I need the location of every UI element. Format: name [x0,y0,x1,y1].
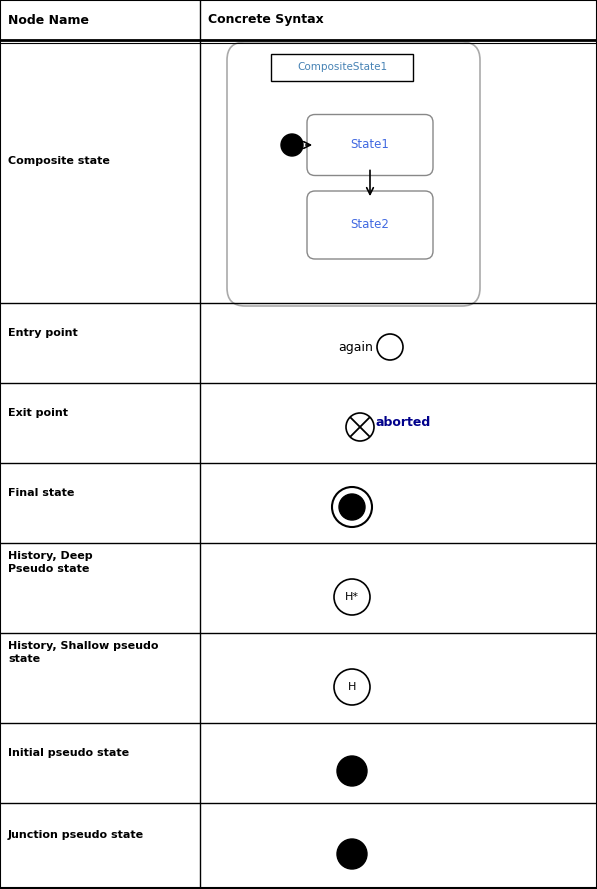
FancyBboxPatch shape [307,115,433,175]
Text: H: H [348,682,356,692]
Text: Initial pseudo state: Initial pseudo state [8,748,129,758]
Text: Final state: Final state [8,488,75,498]
Text: Entry point: Entry point [8,328,78,338]
Ellipse shape [332,487,372,527]
Ellipse shape [337,839,367,869]
Text: Junction pseudo state: Junction pseudo state [8,830,144,840]
Ellipse shape [334,669,370,705]
Text: Composite state: Composite state [8,156,110,166]
Ellipse shape [334,579,370,615]
Ellipse shape [281,134,303,156]
FancyBboxPatch shape [271,54,413,81]
Ellipse shape [377,334,403,360]
Text: Exit point: Exit point [8,408,68,418]
Text: History, Deep
Pseudo state: History, Deep Pseudo state [8,551,93,574]
Text: aborted: aborted [376,417,431,429]
Text: State1: State1 [350,139,389,151]
Text: Concrete Syntax: Concrete Syntax [208,13,324,27]
Ellipse shape [339,494,365,520]
Ellipse shape [346,413,374,441]
FancyBboxPatch shape [227,42,480,306]
Text: State2: State2 [350,219,389,231]
Ellipse shape [337,756,367,786]
Text: CompositeState1: CompositeState1 [297,62,387,73]
FancyBboxPatch shape [307,191,433,259]
Text: History, Shallow pseudo
state: History, Shallow pseudo state [8,641,158,664]
Text: H*: H* [345,592,359,602]
Text: Node Name: Node Name [8,13,89,27]
Text: again: again [338,340,373,354]
